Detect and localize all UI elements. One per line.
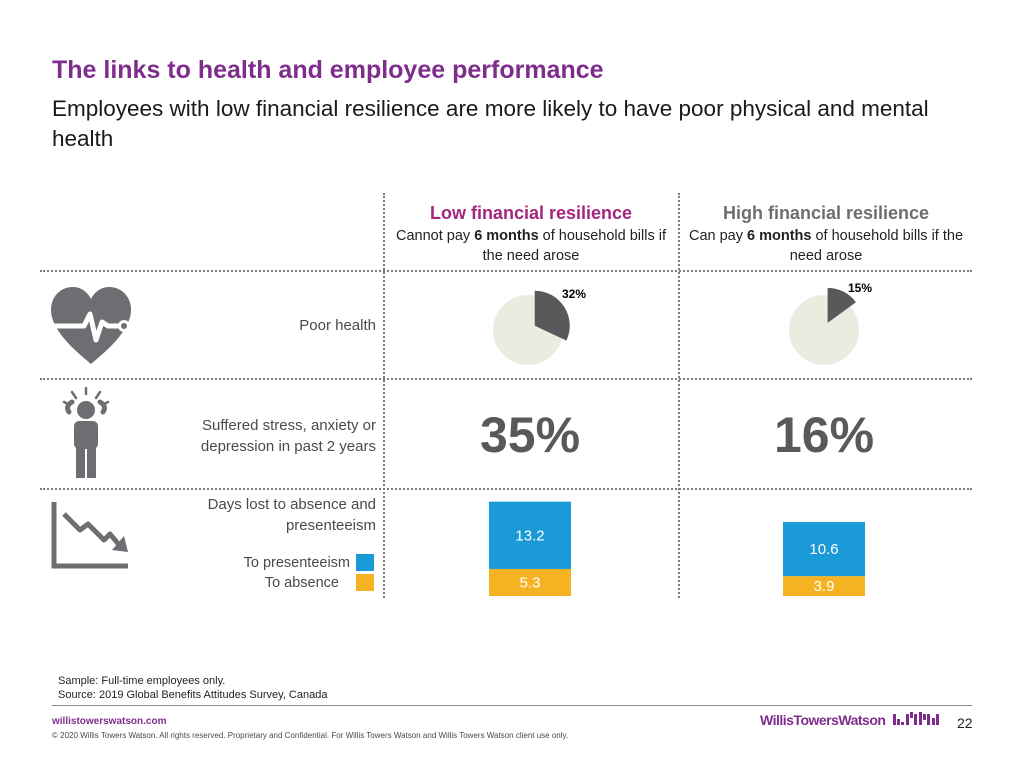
stress-value-low: 35% [479,407,581,463]
bar-absence-high [783,576,865,596]
row-label-poor-health: Poor health [299,317,376,334]
heart-pulse-icon [48,287,131,364]
divider-horizontal-1 [40,270,972,272]
column-header-low: Low financial resilience Cannot pay 6 mo… [388,201,674,266]
footer-website: willistowerswatson.com [52,716,167,727]
legend-absence-swatch [356,574,374,591]
divider-vertical-1 [383,193,385,598]
bar-label-presenteeism-low: 13.2 [515,527,544,544]
pie-label-high: 15% [848,281,872,295]
bar-absence-low [489,568,571,596]
brand-mark-icon [892,712,939,725]
bar-presenteeism-low [489,501,571,569]
column-header-high: High financial resilience Can pay 6 mont… [682,201,970,266]
sample-note: Sample: Full-time employees only. [58,675,226,687]
brand-logo: WillisTowersWatson [760,712,943,728]
legend-absence-label: To absence [264,575,339,591]
page-number: 22 [957,715,973,731]
bar-label-absence-high: 3.9 [814,578,835,595]
column-desc-high: Can pay 6 months of household bills if t… [688,228,964,264]
legend-presenteeism-label: To presenteeism [243,555,350,571]
source-note: Source: 2019 Global Benefits Attitudes S… [58,689,328,701]
stressed-person-icon [62,386,110,478]
column-desc-low: Cannot pay 6 months of household bills i… [395,228,666,264]
pie-slice-poor-health-high [827,287,856,323]
pie-slice-poor-health-low [534,290,570,341]
column-heading-high: High financial resilience [722,203,930,223]
bar-presenteeism-high [783,522,865,577]
divider-horizontal-3 [40,488,972,490]
pie-label-low: 32% [562,287,586,301]
legend-presenteeism-swatch [356,554,374,571]
divider-vertical-2 [678,193,680,598]
declining-chart-icon [51,502,128,569]
days-lost-bar-chart: 5.3 13.2 3.9 10.6 [489,501,865,596]
page-subtitle: Employees with low financial resilience … [52,96,929,151]
footer-copyright: © 2020 Willis Towers Watson. All rights … [52,731,569,740]
divider-horizontal-2 [40,378,972,380]
bar-label-absence-low: 5.3 [520,574,541,591]
stress-value-high: 16% [773,407,875,463]
column-heading-low: Low financial resilience [429,203,633,223]
pie-chart-high: 15% [789,281,872,365]
page-title: The links to health and employee perform… [52,56,604,84]
row-label-stress: Suffered stress, anxiety or depression i… [200,417,376,455]
footer-rule [52,705,972,706]
pie-chart-low: 32% [493,287,586,365]
row-label-days-lost: Days lost to absence and presenteeism [207,496,376,534]
brand-wordmark: WillisTowersWatson [760,712,886,728]
bar-label-presenteeism-high: 10.6 [809,541,838,558]
